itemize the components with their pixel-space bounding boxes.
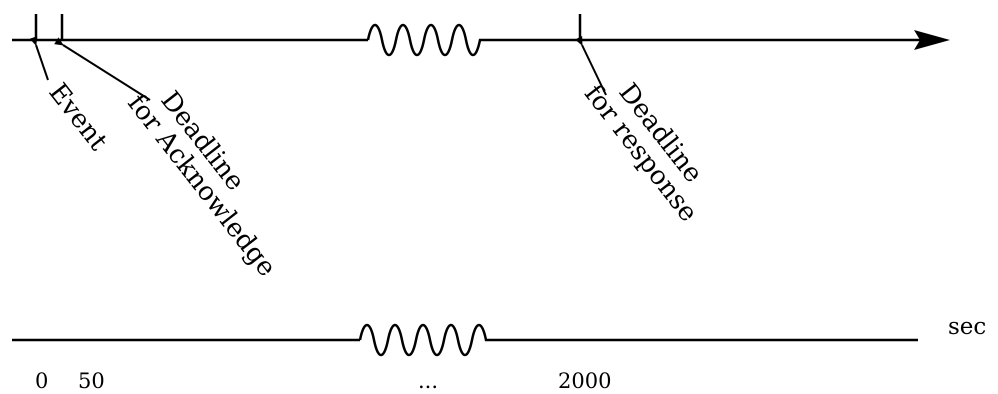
scale-tick-ellipsis: ... xyxy=(418,369,438,393)
scale-unit-label: sec xyxy=(948,314,986,340)
scale-tick-50: 50 xyxy=(78,369,105,393)
timeline-break-squiggle xyxy=(366,23,486,57)
pointer-arrows xyxy=(29,36,607,101)
event-timeline xyxy=(12,14,950,57)
timeline-arrowhead xyxy=(914,30,950,50)
ack-label-group: Deadline for Acknowledge xyxy=(121,86,281,283)
event-label-group: Event xyxy=(42,78,113,157)
time-scale: sec 0 50 ... 2000 xyxy=(12,314,986,393)
event-pointer-arrow xyxy=(29,36,49,81)
scale-tick-0: 0 xyxy=(35,369,48,393)
ack-pointer-arrow xyxy=(54,37,151,101)
response-label-group: Deadline for response xyxy=(578,78,708,228)
scale-tick-2000: 2000 xyxy=(558,369,611,393)
response-pointer-arrow xyxy=(574,36,607,96)
scale-break-squiggle xyxy=(358,323,492,357)
event-label: Event xyxy=(42,78,113,157)
